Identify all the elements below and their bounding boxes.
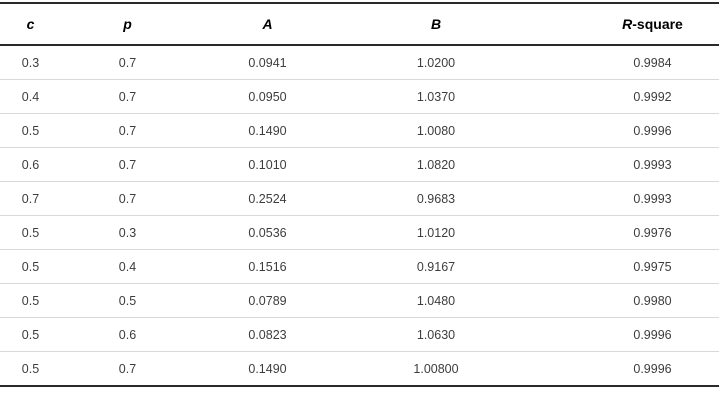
table-cell: 0.5	[0, 215, 61, 250]
table-row: 0.5 0.7 0.1490 1.00800 0.9996	[0, 351, 719, 387]
table-cell: 0.4	[61, 249, 194, 284]
table-cell: 0.9993	[531, 147, 719, 182]
column-header-p: p	[61, 3, 194, 46]
table-cell: 1.0630	[341, 317, 531, 352]
table-cell: 0.9996	[531, 113, 719, 148]
table-row: 0.7 0.7 0.2524 0.9683 0.9993	[0, 181, 719, 216]
table-row: 0.5 0.6 0.0823 1.0630 0.9996	[0, 317, 719, 352]
table-row: 0.5 0.3 0.0536 1.0120 0.9976	[0, 215, 719, 250]
table-cell: 0.4	[0, 79, 61, 114]
table-cell: 1.0370	[341, 79, 531, 114]
table-cell: 0.9996	[531, 317, 719, 352]
table-cell: 0.3	[61, 215, 194, 250]
header-label-italic: B	[430, 16, 442, 32]
column-header-a: A	[194, 3, 341, 46]
header-label-italic: R	[622, 16, 633, 32]
table-cell: 0.6	[0, 147, 61, 182]
table-cell: 0.7	[61, 113, 194, 148]
table-cell: 0.0941	[194, 45, 341, 80]
table-cell: 0.1010	[194, 147, 341, 182]
table-cell: 0.9993	[531, 181, 719, 216]
results-table: c p A B R-square 0.3 0.7 0.0941 1.0200 0.9984 0.4…	[0, 2, 719, 387]
table-cell: 0.0789	[194, 283, 341, 318]
table-cell: 1.0080	[341, 113, 531, 148]
table-cell: 0.7	[61, 79, 194, 114]
table-cell: 0.7	[61, 147, 194, 182]
table-header-row: c p A B R-square	[0, 3, 719, 46]
table-cell: 0.9980	[531, 283, 719, 318]
table-row: 0.5 0.7 0.1490 1.0080 0.9996	[0, 113, 719, 148]
table-cell: 0.5	[0, 113, 61, 148]
table-row: 0.5 0.5 0.0789 1.0480 0.9980	[0, 283, 719, 318]
column-header-c: c	[0, 3, 61, 46]
table-cell: 0.9167	[341, 249, 531, 284]
header-label-italic: A	[262, 16, 273, 32]
table-cell: 0.5	[0, 317, 61, 352]
table-cell: 0.6	[61, 317, 194, 352]
table-cell: 0.0950	[194, 79, 341, 114]
table-cell: 0.1490	[194, 351, 341, 387]
table-row: 0.4 0.7 0.0950 1.0370 0.9992	[0, 79, 719, 114]
table-cell: 0.0536	[194, 215, 341, 250]
table-cell: 0.9992	[531, 79, 719, 114]
header-label-italic: p	[123, 16, 132, 32]
table-cell: 0.7	[61, 351, 194, 387]
table-cell: 0.5	[0, 249, 61, 284]
table-cell: 0.3	[0, 45, 61, 80]
table-cell: 0.7	[0, 181, 61, 216]
table-cell: 1.00800	[341, 351, 531, 387]
table-cell: 1.0820	[341, 147, 531, 182]
table-cell: 0.1490	[194, 113, 341, 148]
table-cell: 0.7	[61, 45, 194, 80]
table-cell: 1.0120	[341, 215, 531, 250]
table-cell: 0.9996	[531, 351, 719, 387]
table-cell: 0.9984	[531, 45, 719, 80]
table-row: 0.6 0.7 0.1010 1.0820 0.9993	[0, 147, 719, 182]
column-header-b: B	[341, 3, 531, 46]
table-cell: 1.0480	[341, 283, 531, 318]
table-cell: 0.5	[0, 351, 61, 387]
table-cell: 0.2524	[194, 181, 341, 216]
table-cell: 0.9975	[531, 249, 719, 284]
table-row: 0.5 0.4 0.1516 0.9167 0.9975	[0, 249, 719, 284]
table-row: 0.3 0.7 0.0941 1.0200 0.9984	[0, 45, 719, 80]
table-cell: 0.0823	[194, 317, 341, 352]
table-cell: 0.9683	[341, 181, 531, 216]
header-label-rest: -square	[632, 16, 683, 32]
table-cell: 0.9976	[531, 215, 719, 250]
table-cell: 0.1516	[194, 249, 341, 284]
column-header-r-square: R-square	[531, 3, 719, 46]
header-label-italic: c	[26, 16, 35, 32]
table-cell: 0.5	[0, 283, 61, 318]
table-cell: 0.5	[61, 283, 194, 318]
table-cell: 0.7	[61, 181, 194, 216]
table-cell: 1.0200	[341, 45, 531, 80]
